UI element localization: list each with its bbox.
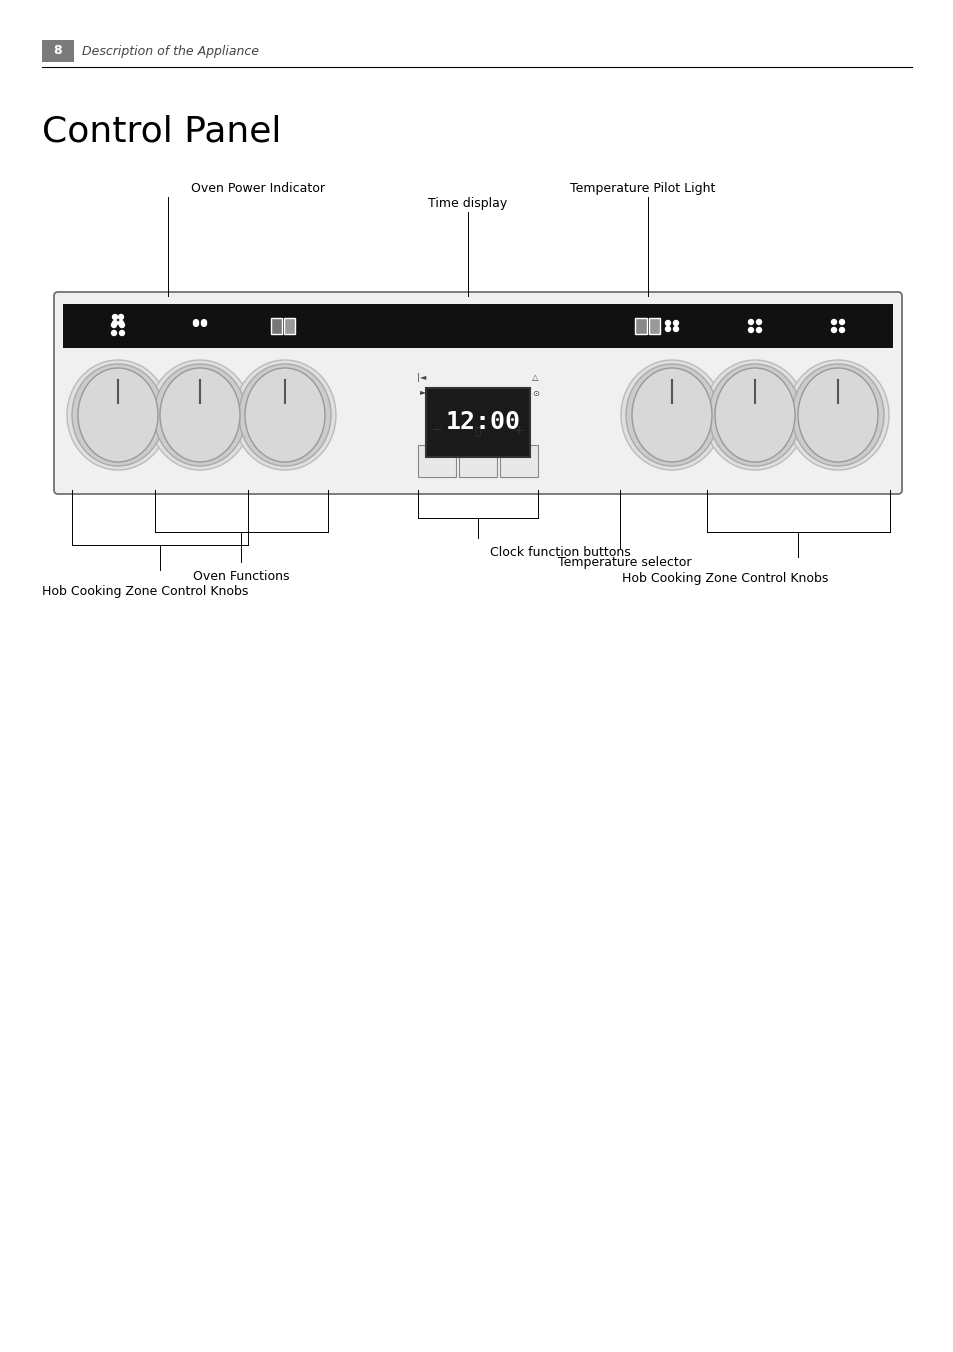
Text: Temperature selector: Temperature selector — [558, 556, 691, 569]
Bar — [417, 445, 456, 477]
Circle shape — [673, 320, 678, 326]
Ellipse shape — [71, 364, 164, 466]
Ellipse shape — [797, 368, 877, 462]
Bar — [63, 304, 892, 347]
Ellipse shape — [239, 364, 331, 466]
Circle shape — [748, 319, 753, 324]
Ellipse shape — [620, 360, 722, 470]
Circle shape — [831, 319, 836, 324]
Ellipse shape — [791, 364, 883, 466]
Ellipse shape — [153, 364, 246, 466]
Text: Control Panel: Control Panel — [42, 115, 281, 149]
Ellipse shape — [708, 364, 801, 466]
Ellipse shape — [714, 368, 794, 462]
Circle shape — [665, 320, 670, 326]
Bar — [271, 318, 282, 334]
Circle shape — [112, 315, 117, 319]
Circle shape — [112, 330, 116, 335]
Text: |◄: |◄ — [416, 373, 426, 383]
Text: Hob Cooking Zone Control Knobs: Hob Cooking Zone Control Knobs — [621, 572, 827, 585]
Circle shape — [112, 323, 116, 327]
Circle shape — [831, 327, 836, 333]
Text: +: + — [513, 425, 524, 437]
Circle shape — [193, 322, 198, 326]
Circle shape — [748, 327, 753, 333]
Text: Description of the Appliance: Description of the Appliance — [82, 45, 258, 58]
Circle shape — [201, 319, 206, 324]
Text: ⏻: ⏻ — [475, 427, 481, 437]
Text: ⊙: ⊙ — [532, 389, 538, 399]
Circle shape — [112, 320, 117, 326]
Bar — [42, 41, 74, 62]
Circle shape — [665, 326, 670, 331]
Bar — [635, 318, 646, 334]
Text: ►: ► — [419, 388, 426, 396]
Circle shape — [756, 319, 760, 324]
Circle shape — [201, 322, 206, 326]
Circle shape — [118, 315, 123, 319]
FancyBboxPatch shape — [54, 292, 901, 493]
Bar — [458, 445, 497, 477]
Text: Oven Functions: Oven Functions — [193, 571, 290, 583]
Text: Oven Power Indicator: Oven Power Indicator — [191, 183, 325, 195]
Text: Time display: Time display — [428, 197, 507, 210]
Ellipse shape — [625, 364, 718, 466]
Bar — [648, 318, 659, 334]
Circle shape — [839, 327, 843, 333]
Circle shape — [119, 330, 125, 335]
Ellipse shape — [160, 368, 240, 462]
Circle shape — [119, 323, 125, 327]
FancyBboxPatch shape — [426, 388, 530, 457]
Bar — [499, 445, 537, 477]
Ellipse shape — [233, 360, 335, 470]
Circle shape — [193, 319, 198, 324]
Ellipse shape — [703, 360, 805, 470]
Text: Hob Cooking Zone Control Knobs: Hob Cooking Zone Control Knobs — [42, 585, 248, 598]
Ellipse shape — [631, 368, 711, 462]
Circle shape — [756, 327, 760, 333]
Ellipse shape — [786, 360, 888, 470]
Text: 12:00: 12:00 — [445, 411, 520, 434]
Ellipse shape — [245, 368, 325, 462]
Text: Temperature Pilot Light: Temperature Pilot Light — [570, 183, 715, 195]
Ellipse shape — [149, 360, 251, 470]
Text: Clock function buttons: Clock function buttons — [490, 546, 630, 558]
Circle shape — [118, 320, 123, 326]
Text: −: − — [432, 425, 442, 437]
Ellipse shape — [67, 360, 169, 470]
Circle shape — [839, 319, 843, 324]
Text: △: △ — [532, 373, 537, 383]
Ellipse shape — [78, 368, 158, 462]
Circle shape — [673, 326, 678, 331]
Text: 8: 8 — [53, 45, 62, 58]
Bar — [284, 318, 294, 334]
